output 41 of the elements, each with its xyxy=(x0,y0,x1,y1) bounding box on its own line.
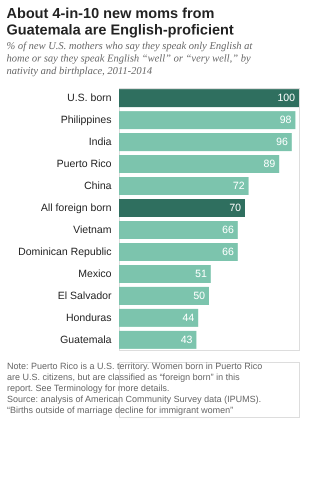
data-label: 100 xyxy=(277,92,296,104)
text: “Births outside of marriage decline for immigrant women” xyxy=(7,405,234,415)
y-tick-label: Guatemala xyxy=(60,334,112,346)
y-tick-label: Mexico xyxy=(78,268,112,280)
data-label: 51 xyxy=(195,268,207,280)
y-tick-label: El Salvador xyxy=(58,290,112,302)
y-tick-label: Puerto Rico xyxy=(56,158,112,170)
bar xyxy=(119,155,280,174)
bar xyxy=(119,111,296,130)
bar xyxy=(119,89,299,108)
y-tick-label: Dominican Republic xyxy=(18,246,112,258)
y-tick-label: Honduras xyxy=(66,312,112,324)
data-label: 66 xyxy=(222,246,234,258)
data-label: 89 xyxy=(264,158,276,170)
y-tick-label: China xyxy=(84,180,112,192)
bar xyxy=(119,199,245,218)
bar xyxy=(119,264,211,283)
data-label: 72 xyxy=(232,180,245,192)
chart-subtitle: % of new U.S. mothers who say they speak only English at home or say they speak English “well” or “very well,” by nativity and birthplace, 2011-2014 xyxy=(6,41,254,77)
bar xyxy=(119,330,196,349)
bar xyxy=(119,220,238,239)
data-label: 50 xyxy=(193,290,206,302)
bar xyxy=(119,242,238,261)
chart-title: About 4-in-10 new moms from Guatemala are English-proficient xyxy=(6,6,234,38)
bar xyxy=(119,286,209,305)
data-label: 44 xyxy=(182,312,194,324)
data-label: 98 xyxy=(280,114,292,126)
data-label: 66 xyxy=(222,224,234,236)
y-tick-label: All foreign born xyxy=(40,202,112,214)
y-tick-label: India xyxy=(88,136,112,148)
bar xyxy=(119,177,249,196)
bar xyxy=(119,308,198,327)
y-tick-label: Philippines xyxy=(60,114,112,126)
text: Note: Puerto Rico is a U.S. territory. Women born in Puerto Rico are U.S. citizens, but are classified as “foreign born” in this report. See Terminology for more details. xyxy=(7,361,262,393)
data-label: 70 xyxy=(229,202,242,214)
bar xyxy=(119,133,292,152)
data-label: 96 xyxy=(276,136,288,148)
y-tick-label: U.S. born xyxy=(67,92,112,104)
y-tick-label: Vietnam xyxy=(73,224,112,236)
data-label: 43 xyxy=(180,334,193,346)
source-note: Source: analysis of American Community Survey data (IPUMS). xyxy=(7,394,262,404)
